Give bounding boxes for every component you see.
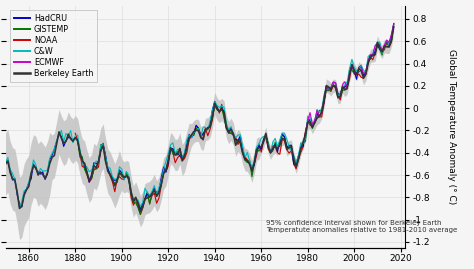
- Text: 95% confidence interval shown for Berkeley Earth
Temperatute anomalies relative : 95% confidence interval shown for Berkel…: [266, 220, 457, 233]
- Legend: HadCRU, GISTEMP, NOAA, C&W, ECMWF, Berkeley Earth: HadCRU, GISTEMP, NOAA, C&W, ECMWF, Berke…: [9, 10, 97, 82]
- Y-axis label: Global Temperature Anomaly (° C): Global Temperature Anomaly (° C): [447, 49, 456, 204]
